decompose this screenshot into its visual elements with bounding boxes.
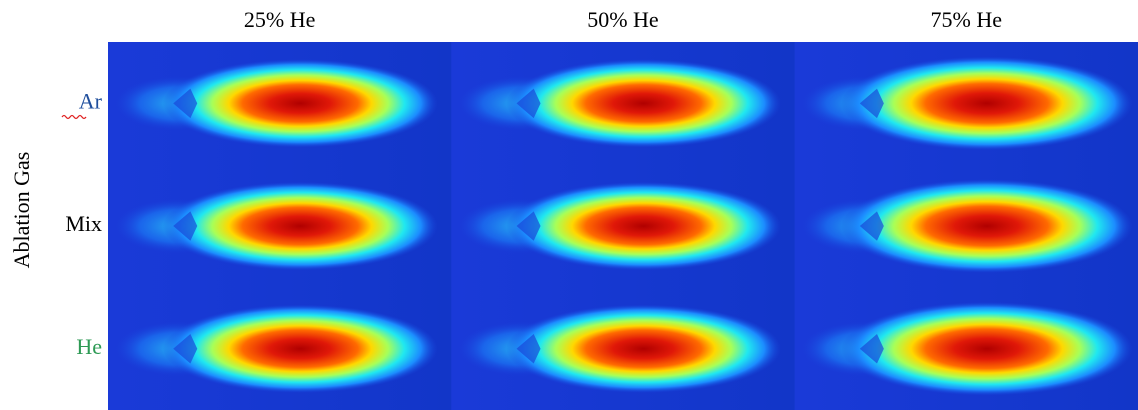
column-header: 50% He — [587, 7, 658, 32]
column-header: 75% He — [931, 7, 1002, 32]
plume — [841, 57, 1132, 151]
row-label: Mix — [65, 211, 102, 236]
plume — [506, 305, 781, 393]
plume — [163, 305, 438, 393]
image-grid — [108, 42, 1138, 410]
row-label: Ar — [79, 88, 103, 113]
column-header: 25% He — [244, 7, 315, 32]
plume — [506, 182, 781, 270]
plume — [163, 182, 438, 270]
row-label: He — [76, 334, 102, 359]
y-axis-label: Ablation Gas — [9, 152, 34, 269]
plume — [841, 179, 1132, 273]
plume — [163, 59, 438, 147]
plume — [841, 302, 1132, 396]
plume — [506, 59, 781, 147]
figure: 25% He 50% He 75% He Ar Mix He Ablation Gas — [0, 0, 1138, 410]
spell-underline — [62, 116, 86, 119]
